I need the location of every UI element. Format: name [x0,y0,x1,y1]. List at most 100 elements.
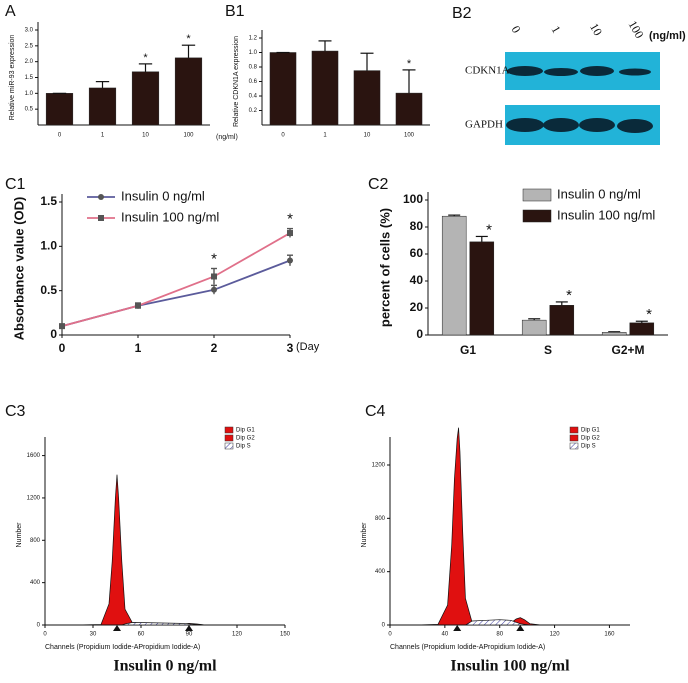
bar [353,70,381,126]
peak-marker [113,625,121,631]
legend-label: Dip G1 [581,428,600,434]
peak-marker [453,625,462,631]
y-tick-label: 1600 [27,453,41,459]
y-tick-label: 80 [410,219,424,233]
western-blot: B2 [452,5,660,145]
x-tick-label: 0 [58,133,62,139]
bar [131,71,160,126]
panel-label: C1 [5,176,26,193]
y-tick-label: 400 [375,569,386,575]
y-axis-label: Relative CDKN1A expression [233,36,240,127]
panel-label: B1 [225,3,245,20]
caption: Insulin 0 ng/ml [113,658,217,675]
concentration-label: 0 [509,23,524,35]
significance: * [211,250,217,267]
panel-label: A [5,3,16,20]
chart: B1 0.2 0.4 0.6 0.8 1.0 1.2 Relative CDKN1A expr… [225,3,430,139]
significance: * [143,52,148,64]
y-tick-label: 1.0 [40,239,57,253]
marker [287,257,293,264]
y-tick-label: 2.5 [25,43,34,49]
protein-label: CDKN1A [465,65,510,77]
legend-swatch [522,188,552,202]
bar [441,215,467,336]
legend-swatch [522,209,552,223]
panel-label: B2 [452,5,472,22]
y-tick-label: 20 [410,300,424,314]
x-tick-label: 100 [183,133,194,139]
area [390,619,630,626]
legend-swatch [224,442,234,450]
x-tick-label: 0 [43,632,47,638]
y-tick-label: 2.0 [25,59,34,65]
x-tick-label: 0 [281,133,285,139]
y-tick-label: 1.2 [249,36,258,42]
x-tick-label: 30 [90,632,97,638]
x-tick-label: 1 [323,133,327,139]
chart: C1 0 0.5 1.0 1.5 Absorbance value (OD) (Day 0 1 2… [5,176,320,355]
y-tick-label: 1200 [27,496,41,502]
bands [506,66,653,133]
x-tick-label: 90 [186,632,193,638]
x-tick-label: 120 [232,632,243,638]
x-tick-label: 0 [59,341,66,355]
concentration-label: 10 [587,21,605,38]
bar [311,50,339,126]
marker [287,230,293,237]
bar [601,332,627,336]
y-tick-label: 0.5 [40,283,57,297]
y-tick-label: 0.4 [249,94,258,100]
y-tick-label: 0.2 [249,108,258,114]
x-tick-label: G2+M [611,343,644,357]
panel-label: C4 [365,403,386,420]
legend-swatch [224,434,234,442]
caption: Insulin 100 ng/ml [450,658,570,675]
x-tick-label: 2 [211,341,218,355]
x-tick-label: 120 [550,632,561,638]
y-tick-label: 40 [410,273,424,287]
bar [395,92,423,126]
y-tick-label: 0 [37,623,41,629]
legend-label: Insulin 100 ng/ml [121,209,219,224]
x-axis-label: Channels (Propidium Iodide-APropidium Io… [390,644,545,651]
panel-label: C3 [5,403,26,420]
x-unit: (Day [296,341,320,353]
legend-label: Dip G2 [236,436,255,442]
significance: * [486,221,492,238]
x-tick-label: 0 [388,632,392,638]
bar [174,57,203,126]
y-tick-label: 0 [382,623,386,629]
marker [211,273,217,280]
x-tick-label: 10 [364,133,371,139]
y-tick-label: 60 [410,246,424,260]
y-axis-label: Number [361,522,368,548]
chart: C2 0 20 40 60 80 100 percent of cells (%) G1 S G2+… [368,176,668,357]
y-tick-label: 100 [403,192,423,206]
y-tick-label: 800 [375,516,386,522]
area [390,427,630,626]
area [45,474,285,626]
y-tick-label: 1.5 [25,75,34,81]
x-axis-label: Channels (Propidium Iodide-APropidium Io… [45,644,200,651]
legend-label: Dip S [581,444,596,450]
bar [269,52,297,126]
area [45,622,285,626]
legend-swatch [224,426,234,434]
protein-label: GAPDH [465,119,503,131]
y-axis-label: Absorbance value (OD) [11,197,26,341]
bar [629,322,655,336]
x-tick-label: 150 [280,632,291,638]
legend-label: Dip G1 [236,428,255,434]
x-tick-label: 160 [604,632,615,638]
y-tick-label: 0.5 [25,107,34,113]
concentration-label: 100 [626,18,647,41]
x-tick-label: 100 [404,133,415,139]
x-tick-label: 60 [138,632,145,638]
concentration-label: 1 [549,23,564,35]
x-tick-label: S [544,343,552,357]
legend-label: Dip S [236,444,251,450]
marker [59,323,65,330]
panel-label: C2 [368,176,389,193]
